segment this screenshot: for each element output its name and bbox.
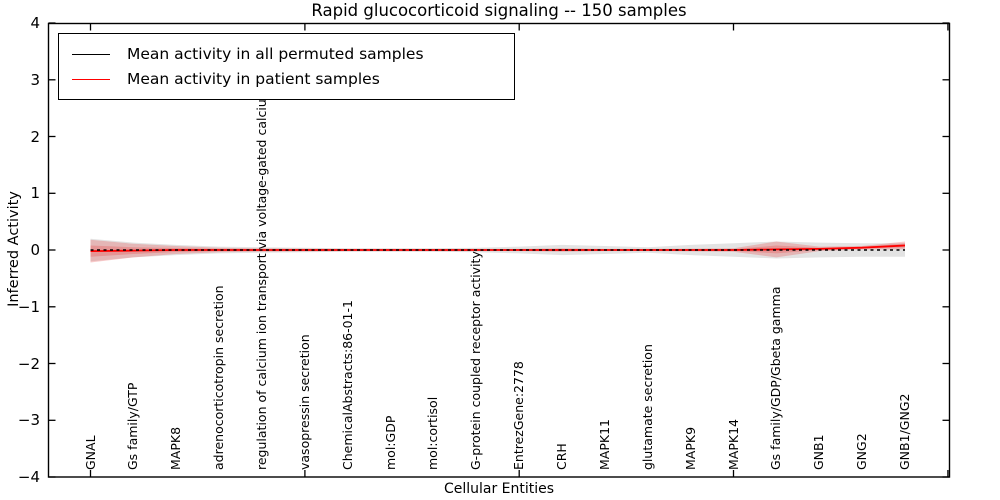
x-category-label: glutamate secretion: [639, 344, 655, 470]
y-tick-label: −1: [17, 297, 40, 316]
legend-line-sample-permuted: [72, 53, 110, 55]
chart-title: Rapid glucocorticoid signaling -- 150 sa…: [311, 1, 687, 20]
x-category-label: ChemicalAbstracts:86-01-1: [339, 300, 355, 470]
x-category-label: MAPK8: [168, 426, 184, 470]
x-category-label: mol:GDP: [382, 415, 398, 470]
x-category-label: adrenocorticotropin secretion: [211, 285, 227, 470]
x-category-label: G-protein coupled receptor activity: [468, 251, 484, 470]
x-category-label: Gs family/GTP: [125, 382, 141, 470]
y-tick-label: −4: [17, 468, 40, 486]
y-tick-label: −3: [17, 411, 40, 430]
x-category-label: EntrezGene:2778: [511, 361, 527, 470]
legend-label-permuted: Mean activity in all permuted samples: [127, 45, 424, 63]
y-tick-label: −2: [17, 354, 40, 373]
x-category-label: GNB1: [811, 434, 827, 470]
y-tick-label: 2: [30, 127, 40, 146]
x-category-label: MAPK9: [682, 426, 698, 470]
y-tick-label: 4: [30, 14, 40, 32]
x-category-label: CRH: [554, 443, 570, 470]
x-category-label: Gs family/GDP/Gbeta gamma: [768, 286, 784, 470]
x-category-label: GNAL: [82, 435, 98, 470]
legend-label-patient: Mean activity in patient samples: [127, 70, 380, 88]
y-tick-label: 0: [30, 241, 40, 259]
x-category-label: MAPK14: [725, 419, 741, 470]
x-category-label: MAPK11: [596, 419, 612, 470]
legend-row-permuted: Mean activity in all permuted samples: [72, 45, 514, 63]
x-category-label: GNB1/GNG2: [897, 393, 913, 470]
x-axis-label: Cellular Entities: [443, 481, 555, 497]
legend-line-sample-patient: [72, 78, 110, 80]
legend: Mean activity in all permuted samples Me…: [58, 33, 515, 100]
x-category-label: mol:cortisol: [425, 396, 441, 470]
y-tick-label: 1: [30, 184, 40, 203]
x-category-label: GNG2: [854, 433, 870, 470]
y-tick-label: 3: [30, 70, 40, 89]
legend-row-patient: Mean activity in patient samples: [72, 70, 514, 88]
x-category-label: vasopressin secretion: [296, 334, 312, 470]
